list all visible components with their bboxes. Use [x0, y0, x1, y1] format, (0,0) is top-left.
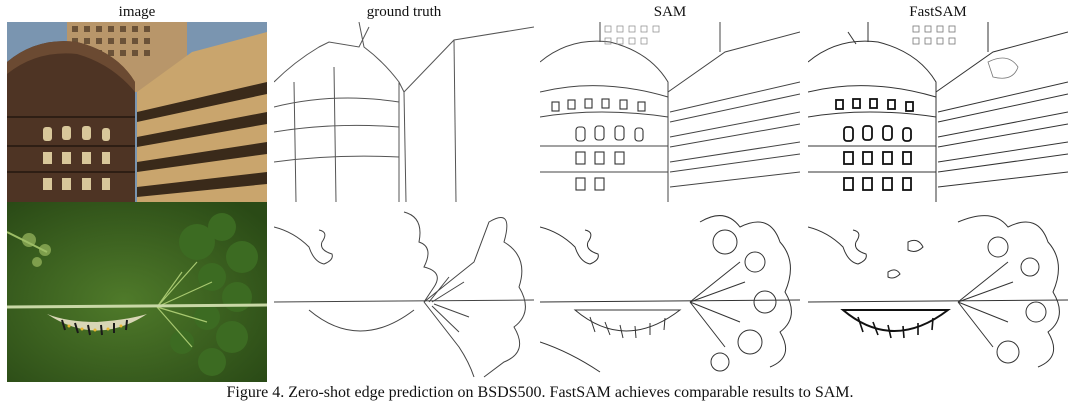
ground-truth-caterpillar	[274, 202, 534, 382]
sam-edges-buildings	[540, 22, 800, 202]
column-header-sam: SAM	[653, 4, 687, 20]
ground-truth-buildings	[274, 22, 534, 202]
photo-caterpillar	[7, 202, 267, 382]
column-header-fastsam: FastSAM	[909, 4, 967, 20]
figure-caption: Figure 4. Zero-shot edge prediction on B…	[226, 384, 854, 401]
column-header-ground-truth: ground truth	[366, 4, 442, 20]
photo-buildings	[7, 22, 267, 202]
column-header-image: image	[118, 4, 156, 20]
fastsam-edges-buildings	[808, 22, 1068, 202]
fastsam-edges-caterpillar	[808, 202, 1068, 382]
sam-edges-caterpillar	[540, 202, 800, 382]
